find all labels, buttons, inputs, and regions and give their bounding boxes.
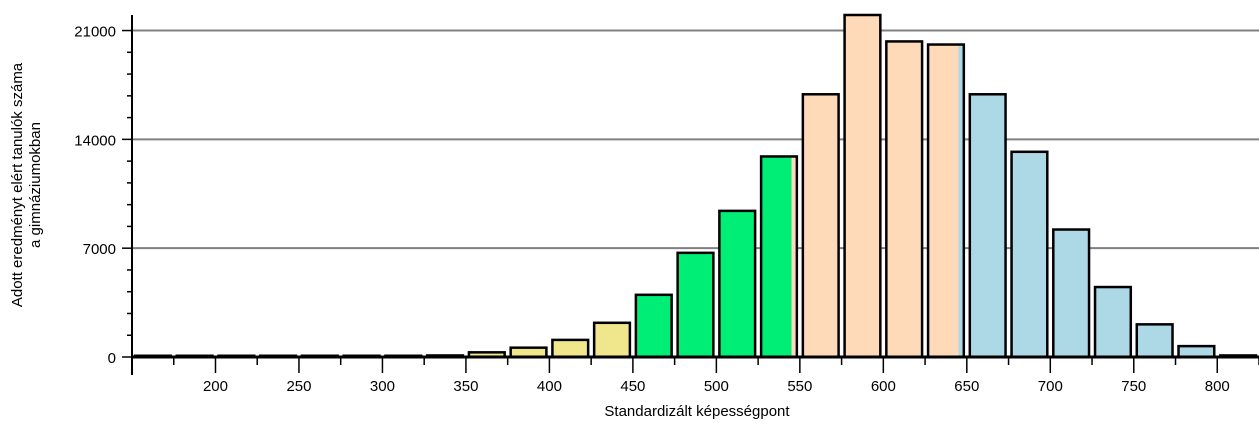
axes: 0 7000 14000 21000 200 250 300 350 400 450 500 550 6… bbox=[74, 15, 1259, 395]
bar-fill-675-band-3 bbox=[1011, 151, 1048, 357]
bar-fill-450-band-1 bbox=[635, 294, 672, 357]
grid-lines bbox=[132, 29, 1259, 250]
y-tick-label-7000: 7000 bbox=[83, 241, 116, 258]
x-tick-label-750: 750 bbox=[1121, 378, 1146, 395]
x-tick-label-550: 550 bbox=[787, 378, 812, 395]
x-tick-label-650: 650 bbox=[954, 378, 979, 395]
x-tick-label-450: 450 bbox=[620, 378, 645, 395]
bar-fill-525-band-1 bbox=[761, 156, 792, 357]
bar-600 bbox=[885, 40, 924, 359]
x-tick-label-200: 200 bbox=[203, 378, 228, 395]
bar-550 bbox=[801, 93, 840, 359]
bar-fill-750-band-3 bbox=[1136, 324, 1173, 357]
bar-fill-775-band-3 bbox=[1178, 346, 1215, 357]
bar-775 bbox=[1177, 344, 1216, 359]
bar-450 bbox=[634, 293, 673, 359]
y-tick-label-14000: 14000 bbox=[74, 132, 116, 149]
x-tick-label-500: 500 bbox=[704, 378, 729, 395]
bar-fill-350-band-0 bbox=[468, 352, 505, 357]
bar-fill-375-band-0 bbox=[510, 347, 547, 357]
bar-fill-650-band-3 bbox=[969, 94, 1006, 357]
bar-fill-475-band-1 bbox=[677, 252, 714, 357]
x-tick-label-800: 800 bbox=[1205, 378, 1230, 395]
bar-fill-625-band-3 bbox=[958, 44, 964, 357]
x-tick-label-600: 600 bbox=[871, 378, 896, 395]
bar-fill-525-band-2 bbox=[791, 156, 797, 357]
bar-fill-600-band-2 bbox=[886, 41, 923, 357]
bar-425 bbox=[592, 321, 632, 359]
bar-fill-400-band-0 bbox=[552, 339, 589, 357]
bar-fill-625-band-2 bbox=[928, 44, 959, 357]
bar-675 bbox=[1010, 150, 1049, 359]
bar-725 bbox=[1093, 285, 1133, 359]
bar-625 bbox=[926, 43, 966, 359]
bar-fill-575-band-2 bbox=[844, 15, 881, 357]
y-axis-title-line-2: a gimnáziumokban bbox=[27, 122, 44, 248]
bar-fill-550-band-2 bbox=[802, 94, 839, 357]
y-tick-label-0: 0 bbox=[108, 350, 116, 367]
x-tick-label-250: 250 bbox=[286, 378, 311, 395]
y-tick-label-21000: 21000 bbox=[74, 24, 116, 41]
bar-700 bbox=[1052, 228, 1091, 359]
bar-650 bbox=[968, 93, 1007, 359]
bar-525 bbox=[759, 155, 799, 359]
x-tick-label-350: 350 bbox=[453, 378, 478, 395]
bar-fill-425-band-0 bbox=[594, 322, 630, 357]
x-axis-title: Standardizált képességpont bbox=[604, 403, 790, 420]
bar-fill-700-band-3 bbox=[1053, 229, 1090, 357]
x-tick-label-300: 300 bbox=[370, 378, 395, 395]
bar-500 bbox=[718, 209, 757, 359]
x-tick-label-700: 700 bbox=[1038, 378, 1063, 395]
bar-750 bbox=[1135, 323, 1174, 359]
bar-475 bbox=[676, 251, 715, 359]
bar-400 bbox=[551, 338, 590, 359]
bar-575 bbox=[843, 13, 882, 359]
bars bbox=[133, 13, 1258, 359]
x-tick-label-400: 400 bbox=[537, 378, 562, 395]
y-axis-title-line-1: Adott eredményt elért tanulók száma bbox=[9, 62, 26, 307]
bar-fill-500-band-1 bbox=[719, 210, 756, 357]
bar-fill-725-band-3 bbox=[1095, 287, 1131, 357]
